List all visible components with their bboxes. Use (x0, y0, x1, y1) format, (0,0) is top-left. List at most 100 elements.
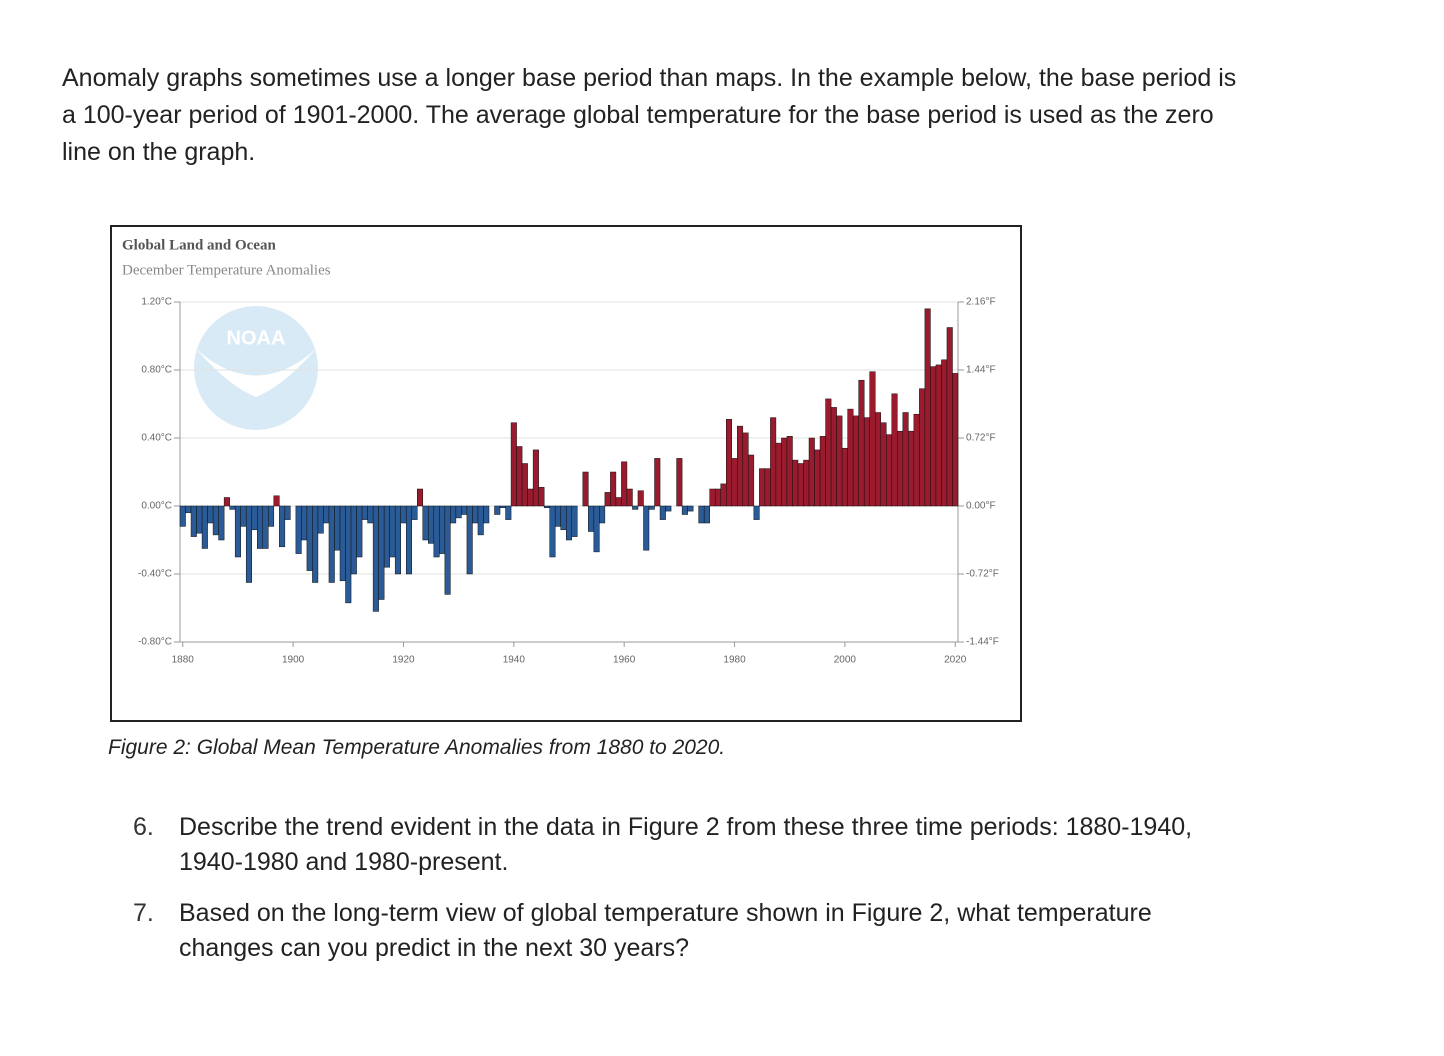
bar (880, 422, 887, 507)
bar (924, 308, 931, 507)
bar (764, 468, 771, 507)
bar (505, 505, 512, 520)
bar (891, 393, 898, 507)
bar (913, 413, 920, 507)
bar (245, 505, 252, 583)
bar (852, 415, 859, 507)
y2-tick-label: -1.44°F (966, 637, 999, 648)
bar (720, 483, 727, 507)
bar (781, 437, 788, 507)
bar (455, 505, 462, 519)
bar (532, 449, 539, 507)
bar (902, 412, 909, 507)
bar (367, 505, 374, 524)
bar (317, 505, 324, 534)
x-tick-label: 2020 (944, 655, 967, 666)
bar (538, 487, 545, 507)
y-tick-label: 1.20°C (141, 297, 172, 308)
bar (312, 505, 319, 583)
bar (753, 505, 760, 520)
bar (737, 425, 744, 507)
x-tick-label: 1960 (613, 655, 636, 666)
bar (582, 471, 589, 507)
bar (190, 505, 197, 537)
y2-tick-label: 0.00°F (966, 501, 996, 512)
bar (483, 505, 490, 524)
bar (897, 430, 904, 507)
logo-text: NOAA (227, 327, 286, 349)
logo (194, 306, 318, 430)
bar (450, 505, 457, 524)
bar (610, 471, 617, 507)
bar (825, 398, 832, 507)
bar (334, 505, 341, 551)
bar (251, 505, 258, 531)
bar (858, 379, 865, 507)
bar (328, 505, 335, 583)
bar (554, 505, 561, 527)
bar (588, 505, 595, 532)
bar (665, 505, 672, 512)
x-tick-label: 1940 (503, 655, 526, 666)
bar (935, 364, 942, 507)
y2-tick-label: -0.72°F (966, 569, 999, 580)
bar (648, 505, 655, 510)
bar (621, 461, 628, 507)
bar (461, 505, 468, 515)
bar (212, 505, 219, 536)
bar (273, 495, 280, 507)
logo-swoosh (196, 349, 316, 397)
bar (394, 505, 401, 575)
bar (428, 505, 435, 544)
x-tick-label: 1920 (392, 655, 415, 666)
bar (207, 505, 214, 524)
bar (637, 490, 644, 507)
bar (516, 446, 523, 507)
y-tick-label: 0.40°C (141, 433, 172, 444)
bar (411, 505, 418, 520)
bar (560, 505, 567, 531)
bar (908, 430, 915, 507)
bar (792, 459, 799, 507)
bar (709, 488, 716, 507)
bar (185, 505, 192, 514)
bar (814, 449, 821, 507)
bar (256, 505, 264, 549)
bar (433, 505, 440, 558)
y-tick-label: 0.80°C (141, 365, 172, 376)
bar (565, 505, 573, 541)
bar (604, 492, 611, 507)
bar (301, 505, 308, 541)
bar (472, 505, 479, 524)
bar (687, 505, 694, 512)
bar (284, 505, 291, 520)
bar (356, 505, 363, 558)
y-tick-label: -0.80°C (138, 637, 172, 648)
bar (714, 488, 721, 507)
y2-tick-label: 0.72°F (966, 433, 996, 444)
y2-tick-label: 2.16°F (966, 297, 996, 308)
bar (819, 436, 826, 507)
intro-paragraph: Anomaly graphs sometimes use a longer ba… (62, 64, 1237, 166)
x-tick-label: 1980 (723, 655, 746, 666)
bar (626, 488, 633, 507)
bar (422, 505, 429, 541)
bar (676, 458, 683, 507)
bar (295, 505, 302, 554)
bar (786, 436, 793, 507)
bar (378, 505, 385, 600)
y2-tick-label: 1.44°F (966, 365, 996, 376)
bar (229, 505, 236, 510)
bar (748, 454, 755, 507)
bar (339, 505, 346, 582)
bar (571, 505, 578, 537)
bar (797, 463, 804, 507)
bar (803, 459, 810, 507)
bar (659, 505, 666, 520)
bar (477, 505, 484, 536)
bar (417, 488, 424, 507)
bar (372, 505, 379, 612)
bar (400, 505, 407, 524)
bar (703, 505, 710, 524)
